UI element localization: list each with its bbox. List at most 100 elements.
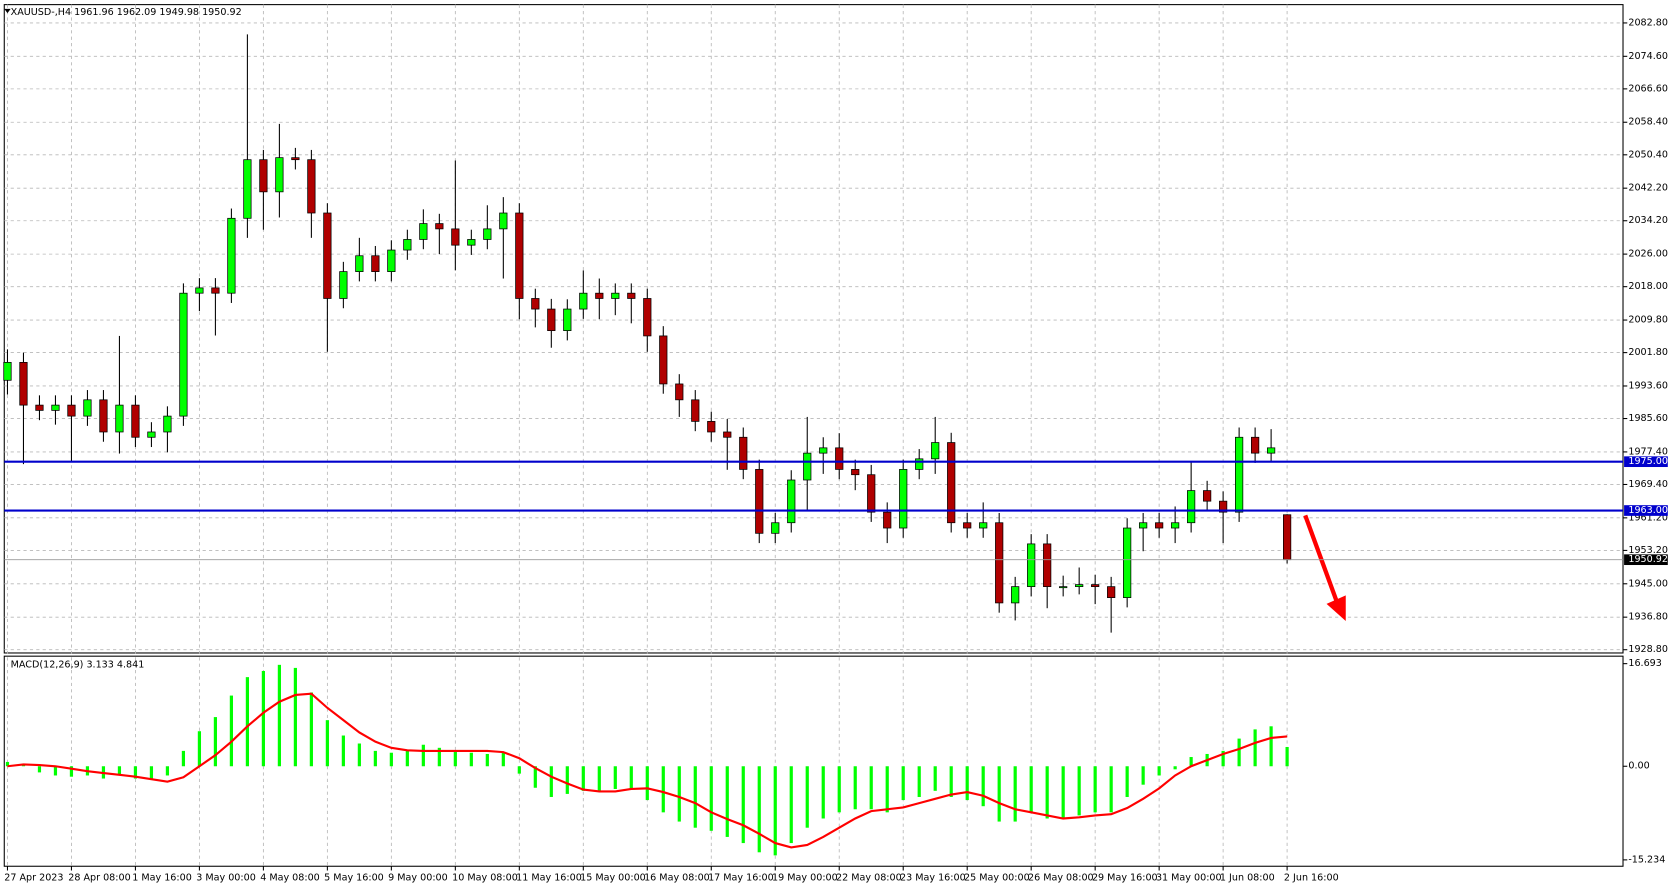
candle-body: [1219, 500, 1228, 513]
y-tick-label: 1953.20: [1628, 545, 1668, 556]
macd-panel-frame: [3, 655, 1624, 867]
last-low: 1949.98: [159, 7, 199, 18]
macd-bar: [549, 766, 553, 797]
candle-body: [899, 469, 908, 529]
macd-bar: [869, 766, 873, 810]
candle-body: [963, 522, 972, 529]
candle-body: [691, 399, 700, 422]
macd-bar: [949, 766, 953, 797]
macd-bar: [133, 766, 138, 779]
last-close: 1950.92: [202, 7, 242, 18]
x-tick-label: 2 Jun 16:00: [1284, 872, 1339, 883]
candle-body: [99, 399, 108, 433]
macd-bar: [741, 766, 745, 844]
macd-bar: [933, 766, 937, 791]
macd-bar: [421, 744, 425, 767]
macd-bar: [517, 766, 521, 774]
forecast-arrow: [1303, 514, 1346, 621]
macd-bar: [197, 731, 202, 767]
macd-bar: [629, 766, 633, 789]
x-tick-label: 22 May 08:00: [836, 872, 902, 883]
candle-body: [1091, 584, 1100, 588]
macd-bar: [245, 677, 249, 767]
x-tick-label: 23 May 16:00: [900, 872, 966, 883]
y-tick-label: 2082.80: [1628, 17, 1668, 28]
candle-body: [563, 308, 572, 332]
candle-body: [819, 447, 828, 454]
x-tick-label: 19 May 00:00: [772, 872, 838, 883]
macd-bar: [1029, 766, 1033, 813]
y-tick-label: 2050.40: [1628, 149, 1668, 160]
y-tick-label: 0.00: [1628, 761, 1649, 772]
macd-bar: [181, 750, 186, 767]
macd-bar: [821, 766, 825, 819]
macd-bar: [1061, 766, 1065, 819]
symbol-title: XAUUSD-,H4: [11, 7, 71, 18]
macd-bar: [645, 766, 649, 801]
macd-bar: [853, 766, 857, 810]
macd-bar: [213, 717, 218, 767]
macd-title: MACD(12,26,9): [11, 659, 84, 670]
candle-body: [291, 157, 300, 161]
x-tick-label: 5 May 16:00: [324, 872, 384, 883]
candle-body: [883, 511, 892, 529]
candle-body: [675, 383, 684, 401]
header-arrow: [4, 8, 11, 14]
x-tick-label: 27 Apr 2023: [4, 872, 63, 883]
candle-body: [419, 223, 428, 240]
current-price-tag: [1624, 554, 1668, 566]
macd-bar: [1125, 766, 1129, 797]
macd-bar: [277, 664, 281, 767]
candle-body: [947, 442, 956, 524]
candle-body: [163, 415, 172, 433]
candle-body: [1267, 447, 1276, 454]
macd-bar: [1013, 766, 1017, 822]
macd-bar: [1077, 766, 1081, 816]
arrow-shaft: [1303, 514, 1340, 604]
macd-bar: [1253, 729, 1257, 767]
candle-body: [371, 255, 380, 272]
y-tick-label: 1969.40: [1628, 479, 1668, 490]
x-tick-label: 3 May 00:00: [196, 872, 256, 883]
x-tick-label: 9 May 00:00: [388, 872, 448, 883]
last-open: 1961.96: [74, 7, 114, 18]
macd-bar: [325, 720, 329, 767]
x-tick-label: 31 May 00:00: [1156, 872, 1222, 883]
price-panel-frame: [3, 4, 1624, 654]
macd-bar: [725, 766, 729, 837]
candle-body: [611, 292, 620, 299]
y-tick-label: 16.693: [1628, 658, 1662, 669]
y-tick-label: 2009.80: [1628, 315, 1668, 326]
x-tick-label: 15 May 00:00: [580, 872, 646, 883]
candle-body: [595, 292, 604, 299]
hline-tag: [1624, 456, 1668, 468]
macd-bar: [437, 747, 441, 767]
macd-bar: [149, 766, 154, 779]
candle-body: [259, 159, 268, 193]
x-tick-label: 10 May 08:00: [452, 872, 518, 883]
macd-bar: [981, 766, 985, 807]
macd-bar: [1189, 757, 1193, 767]
y-tick-label: 2018.00: [1628, 281, 1668, 292]
candle-body: [451, 228, 460, 246]
grid: [4, 4, 1624, 867]
macd-bar: [5, 761, 10, 767]
macd-bar: [613, 766, 617, 789]
macd-bar: [501, 752, 505, 767]
signal-line: [7, 692, 1288, 849]
price-header: XAUUSD-,H4 1961.96 1962.09 1949.98 1950.…: [11, 7, 242, 18]
y-tick-label: 2034.20: [1628, 215, 1668, 226]
candle-body: [67, 404, 76, 417]
macd-bar: [37, 766, 42, 773]
candle-body: [1235, 436, 1244, 513]
candle-body: [19, 362, 28, 406]
macd-bar: [485, 753, 489, 767]
candle-body: [1187, 490, 1196, 524]
candle-body: [211, 287, 220, 294]
candle-body: [1011, 586, 1020, 604]
y-tick-label: 1993.60: [1628, 380, 1668, 391]
candle-body: [659, 335, 668, 385]
macd-bar: [69, 766, 74, 777]
y-tick-label: 1985.60: [1628, 413, 1668, 424]
candle-body: [995, 522, 1004, 604]
